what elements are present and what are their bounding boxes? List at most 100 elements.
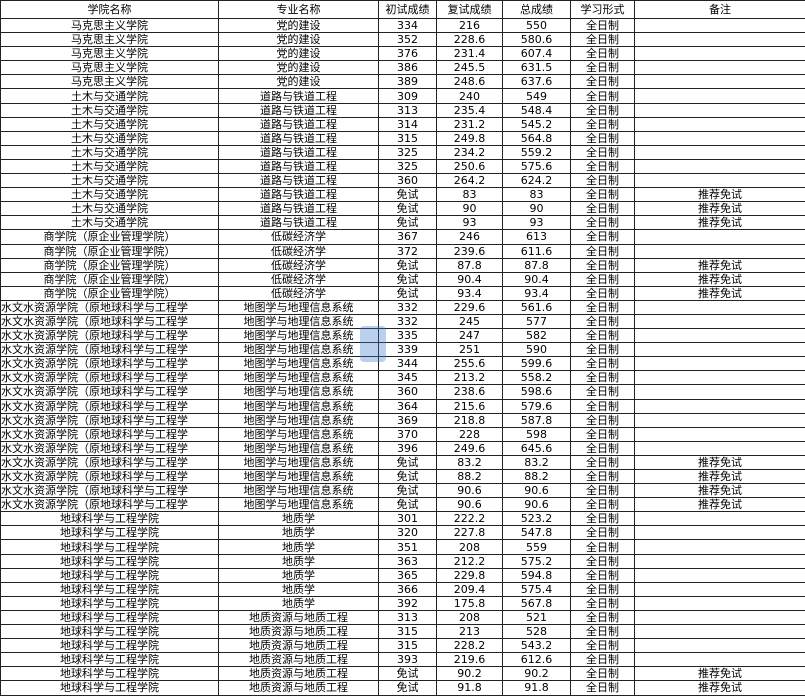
cell-major[interactable]: 道路与铁道工程 [219,159,379,173]
cell-college[interactable]: 地球科学与工程学院 [1,512,219,526]
cell-study-mode[interactable]: 全日制 [571,314,635,328]
cell-retest-score[interactable]: 222.2 [437,512,503,526]
cell-remark[interactable] [635,89,805,103]
cell-study-mode[interactable]: 全日制 [571,131,635,145]
cell-study-mode[interactable]: 全日制 [571,653,635,667]
cell-college[interactable]: 地球科学与工程学院 [1,667,219,681]
cell-total-score[interactable]: 90.6 [503,498,571,512]
cell-initial-score[interactable]: 366 [379,582,437,596]
cell-study-mode[interactable]: 全日制 [571,385,635,399]
cell-total-score[interactable]: 88.2 [503,470,571,484]
cell-study-mode[interactable]: 全日制 [571,103,635,117]
cell-remark[interactable]: 推荐免试 [635,188,805,202]
cell-study-mode[interactable]: 全日制 [571,540,635,554]
cell-retest-score[interactable]: 229.8 [437,568,503,582]
cell-college[interactable]: 水文水资源学院（原地球科学与工程学 [1,300,219,314]
cell-retest-score[interactable]: 229.6 [437,300,503,314]
cell-remark[interactable] [635,159,805,173]
cell-major[interactable]: 党的建设 [219,75,379,89]
cell-remark[interactable] [635,610,805,624]
cell-total-score[interactable]: 631.5 [503,61,571,75]
cell-remark[interactable] [635,413,805,427]
cell-remark[interactable] [635,117,805,131]
cell-initial-score[interactable]: 363 [379,554,437,568]
cell-retest-score[interactable]: 212.2 [437,554,503,568]
cell-study-mode[interactable]: 全日制 [571,89,635,103]
cell-college[interactable]: 水文水资源学院（原地球科学与工程学 [1,399,219,413]
column-header-college[interactable]: 学院名称 [1,1,219,19]
cell-retest-score[interactable]: 228.2 [437,639,503,653]
cell-total-score[interactable]: 567.8 [503,596,571,610]
cell-major[interactable]: 地图学与地理信息系统 [219,470,379,484]
cell-initial-score[interactable]: 325 [379,159,437,173]
cell-initial-score[interactable]: 393 [379,653,437,667]
cell-remark[interactable] [635,596,805,610]
cell-college[interactable]: 马克思主义学院 [1,33,219,47]
cell-study-mode[interactable]: 全日制 [571,188,635,202]
cell-study-mode[interactable]: 全日制 [571,202,635,216]
cell-retest-score[interactable]: 175.8 [437,596,503,610]
cell-initial-score[interactable]: 376 [379,47,437,61]
cell-remark[interactable] [635,625,805,639]
cell-initial-score[interactable]: 301 [379,512,437,526]
cell-major[interactable]: 低碳经济学 [219,258,379,272]
cell-college[interactable]: 水文水资源学院（原地球科学与工程学 [1,413,219,427]
column-header-major[interactable]: 专业名称 [219,1,379,19]
cell-college[interactable]: 地球科学与工程学院 [1,639,219,653]
cell-retest-score[interactable]: 249.6 [437,441,503,455]
cell-remark[interactable] [635,314,805,328]
cell-remark[interactable] [635,145,805,159]
cell-college[interactable]: 地球科学与工程学院 [1,526,219,540]
cell-college[interactable]: 马克思主义学院 [1,19,219,33]
cell-college[interactable]: 土木与交通学院 [1,89,219,103]
cell-initial-score[interactable]: 364 [379,399,437,413]
cell-remark[interactable] [635,512,805,526]
cell-total-score[interactable]: 645.6 [503,441,571,455]
cell-total-score[interactable]: 83 [503,188,571,202]
cell-total-score[interactable]: 559 [503,540,571,554]
cell-study-mode[interactable]: 全日制 [571,216,635,230]
cell-college[interactable]: 土木与交通学院 [1,174,219,188]
cell-major[interactable]: 地质学 [219,582,379,596]
cell-remark[interactable] [635,343,805,357]
cell-college[interactable]: 地球科学与工程学院 [1,540,219,554]
cell-remark[interactable] [635,61,805,75]
cell-college[interactable]: 地球科学与工程学院 [1,653,219,667]
cell-initial-score[interactable]: 351 [379,540,437,554]
cell-study-mode[interactable]: 全日制 [571,244,635,258]
cell-initial-score[interactable]: 365 [379,568,437,582]
cell-total-score[interactable]: 90 [503,202,571,216]
cell-initial-score[interactable]: 325 [379,145,437,159]
cell-initial-score[interactable]: 免试 [379,681,437,695]
cell-major[interactable]: 地图学与地理信息系统 [219,399,379,413]
cell-initial-score[interactable]: 313 [379,610,437,624]
cell-total-score[interactable]: 624.2 [503,174,571,188]
cell-college[interactable]: 水文水资源学院（原地球科学与工程学 [1,343,219,357]
cell-major[interactable]: 地质资源与地质工程 [219,625,379,639]
cell-college[interactable]: 水文水资源学院（原地球科学与工程学 [1,470,219,484]
cell-remark[interactable] [635,371,805,385]
cell-initial-score[interactable]: 396 [379,441,437,455]
cell-remark[interactable] [635,19,805,33]
cell-initial-score[interactable]: 360 [379,385,437,399]
cell-retest-score[interactable]: 83.2 [437,455,503,469]
cell-major[interactable]: 地质学 [219,512,379,526]
cell-total-score[interactable]: 580.6 [503,33,571,47]
cell-total-score[interactable]: 83.2 [503,455,571,469]
cell-retest-score[interactable]: 231.2 [437,117,503,131]
cell-total-score[interactable]: 91.8 [503,681,571,695]
cell-remark[interactable] [635,399,805,413]
cell-major[interactable]: 低碳经济学 [219,272,379,286]
cell-major[interactable]: 道路与铁道工程 [219,216,379,230]
cell-college[interactable]: 水文水资源学院（原地球科学与工程学 [1,455,219,469]
cell-initial-score[interactable]: 315 [379,131,437,145]
cell-retest-score[interactable]: 87.8 [437,258,503,272]
cell-retest-score[interactable]: 213 [437,625,503,639]
cell-initial-score[interactable]: 360 [379,174,437,188]
cell-initial-score[interactable]: 免试 [379,286,437,300]
cell-remark[interactable] [635,653,805,667]
cell-major[interactable]: 地图学与地理信息系统 [219,300,379,314]
cell-major[interactable]: 地图学与地理信息系统 [219,371,379,385]
cell-major[interactable]: 低碳经济学 [219,286,379,300]
cell-study-mode[interactable]: 全日制 [571,610,635,624]
